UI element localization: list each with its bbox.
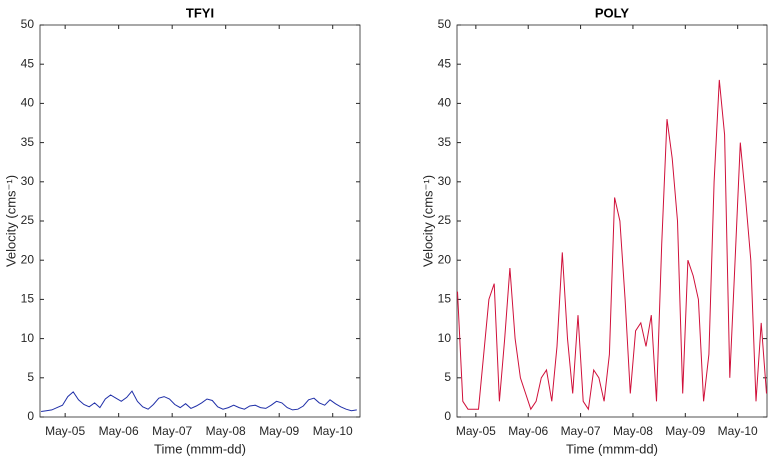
y-tick-label: 30 [21, 174, 35, 188]
x-tick-label: May-08 [206, 424, 246, 438]
y-tick-label: 0 [27, 409, 34, 423]
y-tick-label: 15 [21, 292, 35, 306]
y-tick-label: 5 [27, 370, 34, 384]
y-tick-label: 25 [21, 213, 35, 227]
data-line [41, 390, 357, 412]
y-tick-label: 10 [438, 331, 452, 345]
x-tick-label: May-10 [718, 424, 758, 438]
y-tick-label: 45 [21, 56, 35, 70]
y-tick-label: 35 [21, 135, 35, 149]
y-tick-label: 40 [438, 96, 452, 110]
x-tick-label: May-07 [152, 424, 192, 438]
y-tick-label: 50 [21, 17, 35, 31]
y-tick-label: 20 [21, 252, 35, 266]
x-tick-label: May-10 [313, 424, 353, 438]
y-axis-label: Velocity (cms⁻¹) [420, 175, 435, 267]
x-tick-label: May-09 [259, 424, 299, 438]
y-tick-label: 30 [438, 174, 452, 188]
x-tick-label: May-06 [99, 424, 139, 438]
y-tick-label: 15 [438, 292, 452, 306]
y-tick-label: 50 [438, 17, 452, 31]
x-axis-label: Time (mmm-dd) [154, 441, 246, 456]
y-tick-label: 5 [444, 370, 451, 384]
y-tick-label: 40 [21, 96, 35, 110]
y-tick-label: 0 [444, 409, 451, 423]
y-tick-label: 20 [438, 252, 452, 266]
y-tick-label: 35 [438, 135, 452, 149]
x-tick-label: May-05 [45, 424, 85, 438]
x-tick-label: May-06 [508, 424, 548, 438]
x-tick-label: May-07 [561, 424, 601, 438]
x-tick-label: May-05 [456, 424, 496, 438]
plot-area [456, 24, 768, 418]
y-tick-label: 10 [21, 331, 35, 345]
x-tick-label: May-08 [613, 424, 653, 438]
y-tick-label: 45 [438, 56, 452, 70]
x-axis-label: Time (mmm-dd) [566, 441, 658, 456]
data-line [457, 79, 767, 411]
y-tick-label: 25 [438, 213, 452, 227]
chart-title: POLY [595, 5, 630, 20]
chart-title: TFYI [186, 5, 214, 20]
plot-area [39, 24, 361, 418]
x-tick-label: May-09 [665, 424, 705, 438]
y-axis-label: Velocity (cms⁻¹) [3, 175, 18, 267]
